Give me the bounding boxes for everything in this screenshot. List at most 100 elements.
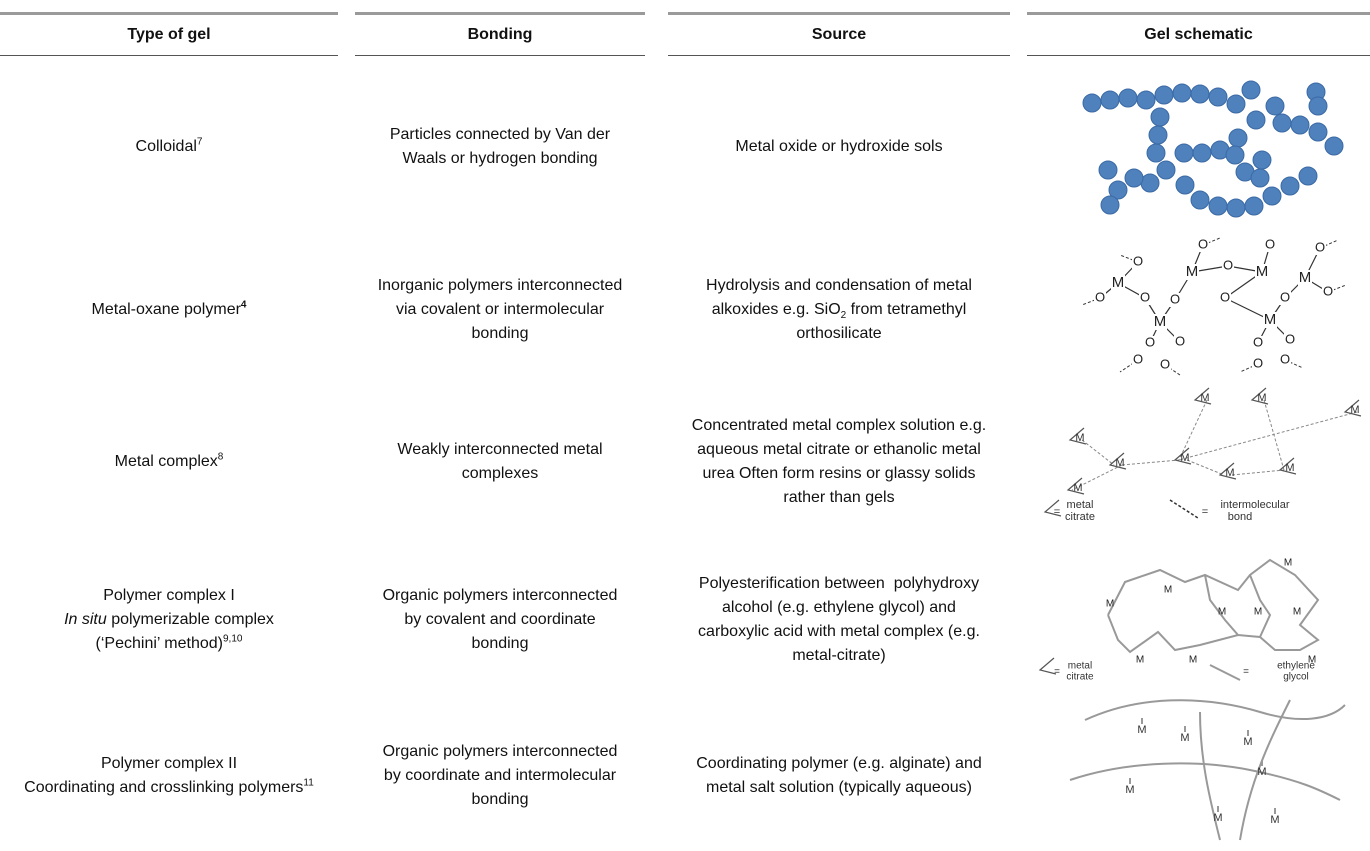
schematic-label: M	[1218, 607, 1226, 618]
text: Concentrated metal complex solution e.g.…	[691, 417, 991, 506]
cell-source: Metal oxide or hydroxide sols	[688, 72, 990, 222]
bead	[1140, 173, 1160, 193]
schematic-label: M	[1112, 274, 1125, 291]
schematic-label: M	[1293, 607, 1301, 618]
schematic-label: bond	[1228, 511, 1252, 523]
text-line: Organic polymers interconnected by coval…	[375, 584, 625, 656]
text: polymerizable complex	[106, 611, 274, 628]
label-bg	[1144, 336, 1156, 350]
schematic-label: O	[1315, 239, 1325, 254]
schematic-label: citrate	[1065, 511, 1095, 523]
bead	[1136, 90, 1156, 110]
schematic-label: M	[1115, 457, 1124, 469]
text-line: Weakly interconnected metal complexes	[375, 438, 625, 486]
dangling-bond	[1284, 359, 1304, 369]
bead	[1100, 90, 1120, 110]
text-line: In situ polymerizable complex	[64, 608, 274, 632]
intermolecular-bond	[1186, 459, 1225, 476]
bead	[1192, 143, 1212, 163]
text-line: Polyesterification between polyhydroxy a…	[688, 572, 990, 668]
text-line: Inorganic polymers interconnected via co…	[375, 274, 625, 346]
complex-wedge	[1343, 399, 1362, 417]
label-bg	[1255, 264, 1269, 280]
label-bg	[1132, 353, 1144, 367]
bead	[1308, 96, 1328, 116]
dangling-bond	[1081, 297, 1101, 306]
dangling-bond	[1202, 237, 1221, 246]
text: Particles connected by Van der Waals or …	[389, 126, 615, 167]
label-bg	[1222, 259, 1234, 273]
schematic-label: =	[1054, 506, 1060, 518]
bead	[1225, 145, 1245, 165]
schematic-label: glycol	[1283, 672, 1309, 683]
intermolecular-bond	[1231, 469, 1285, 476]
text: Metal complex	[114, 453, 218, 470]
schematic-label: O	[1170, 291, 1180, 306]
bead	[1280, 176, 1300, 196]
bead	[1228, 128, 1248, 148]
bond	[1224, 297, 1271, 321]
label-bg	[1263, 312, 1277, 328]
schematic-label: O	[1280, 351, 1290, 366]
subscript: 2	[840, 310, 847, 322]
schematic-label: M	[1189, 655, 1197, 666]
schematic-label: O	[1323, 283, 1333, 298]
bead	[1324, 136, 1344, 156]
text: Inorganic polymers interconnected via co…	[377, 277, 627, 342]
schematic-label: M	[1213, 812, 1222, 824]
schematic-label: =	[1243, 667, 1249, 678]
bead	[1124, 168, 1144, 188]
bead	[1100, 195, 1120, 215]
schematic-label: M	[1270, 814, 1279, 826]
bead	[1226, 94, 1246, 114]
label-bg	[1279, 353, 1291, 367]
bead	[1148, 125, 1168, 145]
polymer-chain	[1069, 699, 1346, 841]
label-bg	[1169, 293, 1181, 307]
label-bg	[1284, 333, 1296, 347]
schematic-label: =	[1202, 506, 1208, 518]
cell-source: Polyesterification between polyhydroxy a…	[688, 545, 990, 695]
schematic-label: O	[1133, 253, 1143, 268]
text: Metal oxide or hydroxide sols	[735, 138, 943, 155]
schematic-label: intermolecular	[1220, 499, 1289, 511]
cell-bonding: Organic polymers interconnected by coord…	[375, 701, 625, 851]
cell-source: Hydrolysis and condensation of metal alk…	[688, 235, 990, 385]
intermolecular-bond	[1178, 399, 1208, 461]
text-line: Hydrolysis and condensation of metal alk…	[688, 274, 990, 346]
cell-type: Polymer complex II Coordinating and cross…	[20, 701, 318, 851]
bead	[1262, 186, 1282, 206]
complex-wedge	[1218, 462, 1237, 480]
cell-bonding: Organic polymers interconnected by coval…	[375, 545, 625, 695]
label-bg	[1314, 241, 1326, 255]
bead	[1108, 180, 1128, 200]
label-bg	[1153, 314, 1167, 330]
schematic-label: M	[1073, 482, 1082, 494]
schematic-label: metal	[1068, 661, 1092, 672]
bead	[1308, 122, 1328, 142]
text: Polyesterification between polyhydroxy a…	[698, 575, 985, 664]
bead	[1244, 196, 1264, 216]
intermolecular-bond	[1071, 464, 1123, 491]
bead	[1190, 190, 1210, 210]
cell-bonding: Inorganic polymers interconnected via co…	[375, 235, 625, 385]
schematic-label: O	[1095, 289, 1105, 304]
schematic-label: M	[1350, 404, 1359, 416]
text-line: Metal oxide or hydroxide sols	[735, 135, 942, 159]
column-header: Type of gel	[0, 12, 338, 56]
text: Organic polymers interconnected by coval…	[382, 587, 622, 652]
column-header: Source	[668, 12, 1010, 56]
superscript: 9,10	[223, 633, 243, 645]
cell-type: Metal complex8	[20, 387, 318, 537]
schematic-label: M	[1125, 784, 1134, 796]
text: Metal-oxane polymer	[91, 301, 241, 318]
complex-wedge	[1193, 387, 1212, 405]
bead	[1226, 198, 1246, 218]
bead	[1252, 150, 1272, 170]
schematic-label: metal	[1067, 499, 1094, 511]
schematic-label: O	[1223, 257, 1233, 272]
schematic-label: O	[1133, 351, 1143, 366]
bead	[1241, 80, 1261, 100]
dangling-bond	[1119, 359, 1139, 373]
